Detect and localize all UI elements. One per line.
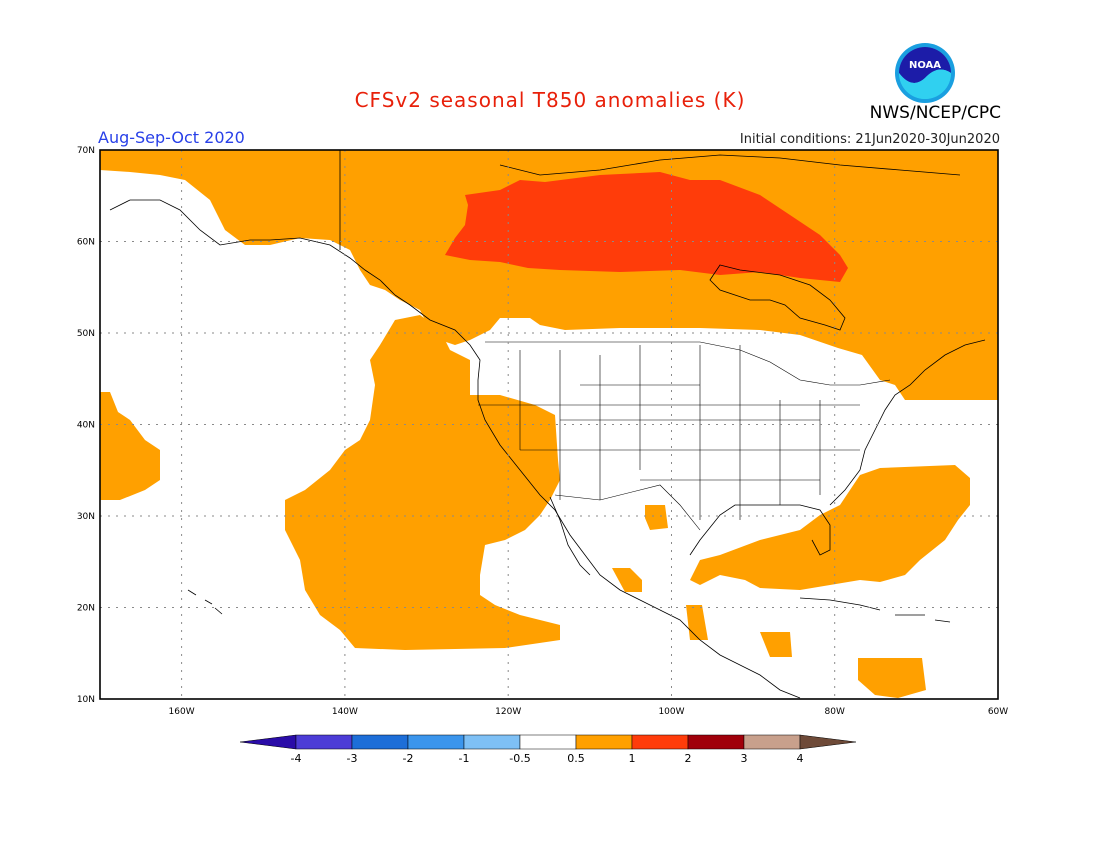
legend-label: -1: [459, 752, 470, 765]
legend-label: 3: [741, 752, 748, 765]
latitude-labels: 70N 60N 50N 40N 30N 20N 10N: [77, 146, 95, 705]
longitude-labels: 160W 140W 120W 100W 80W 60W: [169, 707, 1009, 717]
lon-label: 140W: [332, 707, 358, 717]
lon-label: 60W: [988, 707, 1008, 717]
coastline-alaska: [109, 199, 396, 296]
forecast-period: Aug-Sep-Oct 2020: [98, 128, 245, 147]
anomaly-region-south-caribbean: [858, 658, 926, 698]
logo-text: NOAA: [909, 60, 941, 71]
lon-label: 120W: [495, 707, 521, 717]
lat-label: 70N: [77, 146, 95, 156]
legend-label: -0.5: [509, 752, 530, 765]
legend-swatch: [407, 734, 465, 750]
state-lines: [478, 345, 860, 520]
coastline-north-america-west: [394, 294, 801, 699]
map-grid: [100, 150, 998, 699]
coastline-east: [829, 339, 986, 506]
legend-swatch: [743, 734, 801, 750]
coastline-arctic: [339, 150, 961, 250]
border-us-mexico: [554, 484, 701, 531]
anomaly-region-baja: [645, 505, 668, 530]
lon-label: 100W: [658, 707, 684, 717]
lon-label: 80W: [825, 707, 845, 717]
anomaly-region-atlantic-east: [900, 300, 998, 400]
map-frame: [99, 149, 999, 700]
coastline-baja: [549, 496, 591, 576]
chart-title: CFSv2 seasonal T850 anomalies (K): [354, 88, 746, 112]
legend-swatch: [239, 734, 297, 750]
legend-label: -2: [403, 752, 414, 765]
anomaly-region-central-canada: [445, 172, 848, 282]
initial-conditions: Initial conditions: 21Jun2020-30Jun2020: [739, 132, 1000, 147]
anomaly-region-honduras: [760, 632, 792, 657]
lat-label: 40N: [77, 421, 95, 431]
anomaly-region-hawaii: [100, 392, 160, 500]
coastlines: [109, 150, 986, 699]
coastline-hudson-bay: [709, 264, 846, 331]
legend-label: 0.5: [567, 752, 585, 765]
legend-swatch: [631, 734, 689, 750]
border-us-canada: [485, 341, 891, 386]
legend-swatch: [687, 734, 745, 750]
legend-swatch: [295, 734, 353, 750]
legend-label: -3: [347, 752, 358, 765]
political-boundaries: [478, 341, 891, 531]
legend-label: 2: [685, 752, 692, 765]
lat-label: 60N: [77, 238, 95, 248]
anomaly-region-mexico-coast: [612, 568, 642, 592]
noaa-logo-icon: NOAA: [895, 43, 955, 103]
legend-swatch: [351, 734, 409, 750]
lat-label: 30N: [77, 512, 95, 522]
coastline-hawaii: [187, 589, 223, 615]
lat-label: 50N: [77, 329, 95, 339]
legend-label: 1: [629, 752, 636, 765]
anomaly-region-western-us-pacific: [285, 315, 560, 650]
lon-label: 160W: [169, 707, 195, 717]
legend-label: 4: [797, 752, 804, 765]
legend-swatch: [519, 734, 577, 750]
agency-credit: NWS/NCEP/CPC: [869, 103, 1001, 123]
coastline-gulf: [689, 504, 831, 556]
legend-label: -4: [291, 752, 302, 765]
lat-label: 20N: [77, 604, 95, 614]
lat-label: 10N: [77, 695, 95, 705]
legend-swatch: [799, 734, 857, 750]
legend-swatch: [575, 734, 633, 750]
legend-swatch: [463, 734, 521, 750]
